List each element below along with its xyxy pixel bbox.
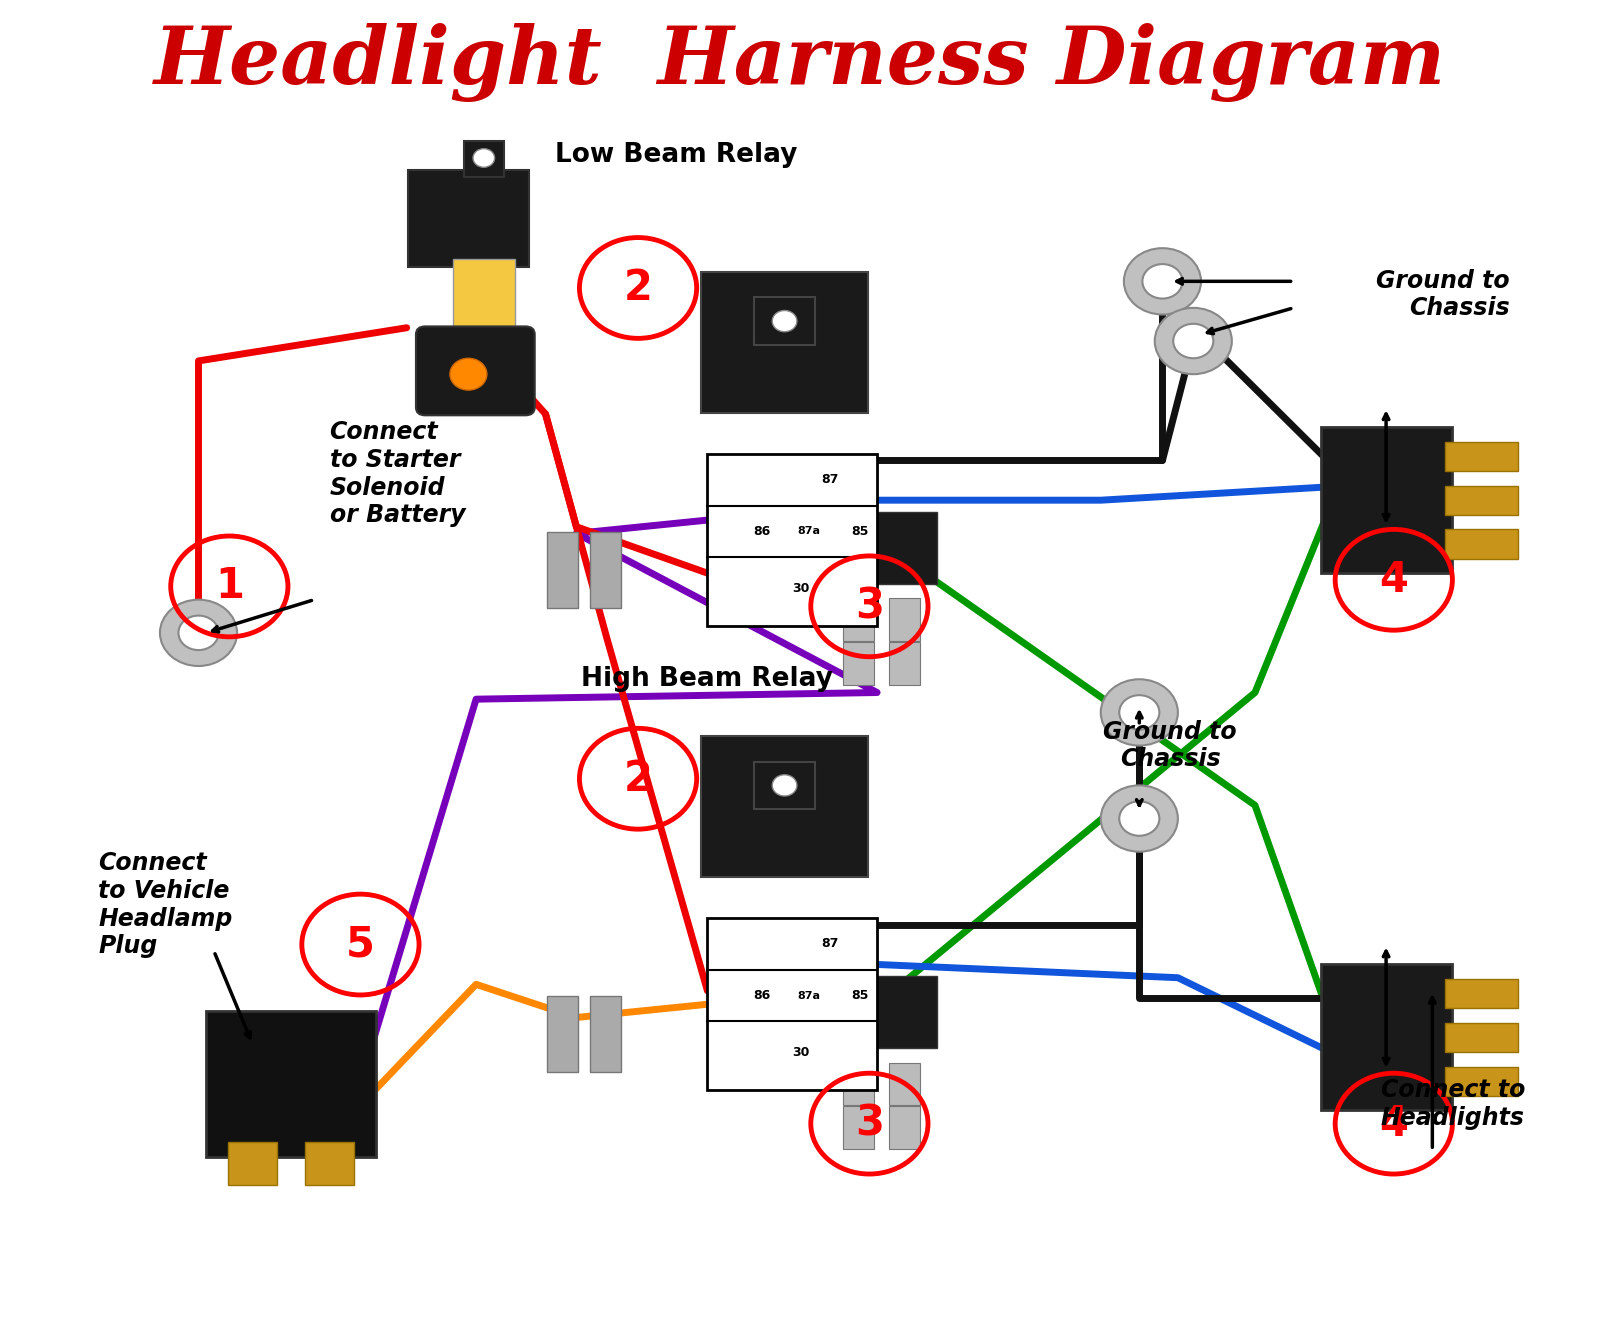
Text: Ground to
Chassis: Ground to Chassis <box>1104 719 1237 771</box>
Circle shape <box>160 599 237 666</box>
FancyBboxPatch shape <box>1445 1067 1518 1096</box>
Text: 3: 3 <box>854 585 883 627</box>
Text: 87: 87 <box>821 473 838 486</box>
FancyBboxPatch shape <box>547 996 578 1072</box>
FancyBboxPatch shape <box>547 531 578 607</box>
FancyBboxPatch shape <box>453 258 515 328</box>
Circle shape <box>1120 802 1160 835</box>
FancyBboxPatch shape <box>464 141 504 177</box>
FancyBboxPatch shape <box>843 598 874 641</box>
Text: 87a: 87a <box>798 991 821 1000</box>
Circle shape <box>1155 308 1232 374</box>
Text: High Beam Relay: High Beam Relay <box>581 666 834 693</box>
Text: 86: 86 <box>754 990 770 1002</box>
FancyBboxPatch shape <box>838 511 938 583</box>
Text: 2: 2 <box>624 758 653 799</box>
FancyBboxPatch shape <box>1320 964 1451 1111</box>
Circle shape <box>773 775 797 797</box>
Bar <box>707 918 877 1091</box>
FancyBboxPatch shape <box>206 1011 376 1156</box>
FancyBboxPatch shape <box>890 1107 920 1148</box>
FancyBboxPatch shape <box>843 642 874 685</box>
FancyBboxPatch shape <box>408 170 528 266</box>
Text: Connect
to Starter
Solenoid
or Battery: Connect to Starter Solenoid or Battery <box>330 420 466 527</box>
Text: 30: 30 <box>792 1046 810 1059</box>
FancyBboxPatch shape <box>1445 442 1518 472</box>
Text: 3: 3 <box>854 1103 883 1144</box>
FancyBboxPatch shape <box>701 737 867 876</box>
FancyBboxPatch shape <box>306 1143 354 1184</box>
Text: Headlight  Harness Diagram: Headlight Harness Diagram <box>154 23 1446 103</box>
FancyBboxPatch shape <box>1445 529 1518 558</box>
Text: 85: 85 <box>851 525 869 538</box>
FancyBboxPatch shape <box>416 326 534 416</box>
Circle shape <box>1173 324 1213 358</box>
FancyBboxPatch shape <box>590 996 621 1072</box>
FancyBboxPatch shape <box>754 762 816 810</box>
Text: Ground to
Chassis: Ground to Chassis <box>1376 269 1509 321</box>
FancyBboxPatch shape <box>890 598 920 641</box>
Text: Connect to
Headlights: Connect to Headlights <box>1381 1078 1525 1130</box>
Text: 87a: 87a <box>798 526 821 537</box>
FancyBboxPatch shape <box>838 976 938 1048</box>
FancyBboxPatch shape <box>1320 428 1451 573</box>
Circle shape <box>1101 786 1178 851</box>
FancyBboxPatch shape <box>590 531 621 607</box>
FancyBboxPatch shape <box>843 1063 874 1106</box>
Circle shape <box>1123 248 1202 314</box>
Text: Connect
to Vehicle
Headlamp
Plug: Connect to Vehicle Headlamp Plug <box>98 851 232 959</box>
FancyBboxPatch shape <box>890 1063 920 1106</box>
Circle shape <box>450 358 486 390</box>
FancyBboxPatch shape <box>1445 486 1518 514</box>
Text: 30: 30 <box>792 582 810 595</box>
Circle shape <box>474 149 494 168</box>
Text: 4: 4 <box>1379 1103 1408 1144</box>
Circle shape <box>1101 679 1178 746</box>
Text: 4: 4 <box>1379 559 1408 601</box>
FancyBboxPatch shape <box>890 642 920 685</box>
Text: 1: 1 <box>214 565 243 607</box>
Text: 87: 87 <box>821 938 838 951</box>
Circle shape <box>1142 264 1182 298</box>
FancyBboxPatch shape <box>1445 1023 1518 1052</box>
FancyBboxPatch shape <box>227 1143 277 1184</box>
Text: 86: 86 <box>754 525 770 538</box>
FancyBboxPatch shape <box>1445 979 1518 1008</box>
FancyBboxPatch shape <box>843 1107 874 1148</box>
Text: 5: 5 <box>346 923 374 966</box>
Text: 2: 2 <box>624 266 653 309</box>
Bar <box>707 454 877 626</box>
Circle shape <box>1120 695 1160 730</box>
FancyBboxPatch shape <box>701 272 867 413</box>
Circle shape <box>179 615 219 650</box>
Text: 85: 85 <box>851 990 869 1002</box>
Circle shape <box>773 310 797 332</box>
FancyBboxPatch shape <box>754 297 816 345</box>
Text: Low Beam Relay: Low Beam Relay <box>555 143 798 168</box>
